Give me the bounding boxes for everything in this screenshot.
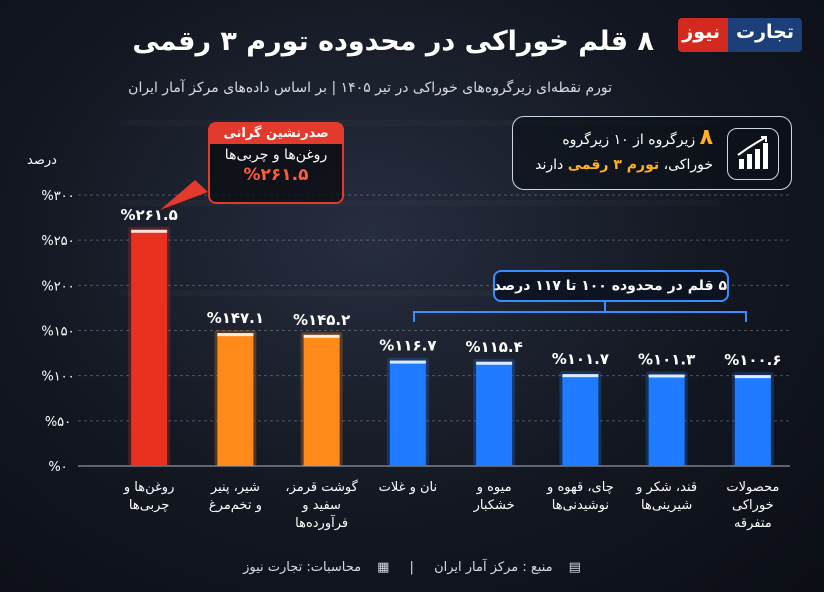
logo-part1: تجارت xyxy=(728,18,802,52)
bar-highlight xyxy=(131,229,168,233)
document-icon: ▤ xyxy=(568,560,581,575)
value-labels: %۲۶۱.۵ %۱۴۷.۱ %۱۴۵.۲ %۱۱۶.۷ %۱۱۵.۴ %۱۰۱.۷ %۱۰۱… xyxy=(120,206,781,369)
page-title: ۸ قلم خوراکی در محدوده تورم ۳ رقمی xyxy=(132,26,654,57)
category-label: خشکبار xyxy=(473,498,515,513)
y-tick-labels: %۰ %۵۰ %۱۰۰ %۱۵۰ %۲۰۰ %۲۵۰ %۳۰۰ xyxy=(41,189,74,475)
bar xyxy=(217,333,254,466)
bar-highlight xyxy=(389,360,426,364)
value-label: %۱۴۵.۲ xyxy=(293,311,350,329)
bar-highlight xyxy=(217,333,254,337)
category-label: چای، قهوه و xyxy=(546,480,614,495)
category-label: نان و غلات xyxy=(379,480,437,495)
top-item-callout: صدرنشین گرانی روغن‌ها و چربی‌ها %۲۶۱.۵ xyxy=(208,122,344,204)
group-bracket xyxy=(413,300,747,322)
footer: ▤ منبع : مرکز آمار ایران | ▦ محاسبات: تجار… xyxy=(0,560,824,575)
bar xyxy=(562,374,599,466)
y-tick-label: %۳۰۰ xyxy=(41,189,74,204)
footer-calc: محاسبات: تجارت نیوز xyxy=(243,560,362,575)
bar-highlight xyxy=(476,361,513,365)
value-label: %۱۰۱.۳ xyxy=(638,350,695,368)
footer-divider: | xyxy=(409,560,414,575)
y-tick-label: %۰ xyxy=(48,460,67,475)
info-line2-post: دارند xyxy=(535,157,564,173)
category-label: فرآورده‌ها xyxy=(295,514,348,531)
category-label: میوه و xyxy=(476,480,512,495)
callout-value: %۲۶۱.۵ xyxy=(243,165,309,185)
bar-highlight xyxy=(303,334,340,338)
growth-chart-icon xyxy=(727,128,779,180)
category-label: شیرینی‌ها xyxy=(641,498,692,513)
info-text: ۸ زیرگروه از ۱۰ زیرگروه خوراکی، تورم ۳ ر… xyxy=(535,125,713,178)
bar xyxy=(131,229,168,466)
bar-highlight xyxy=(648,374,685,378)
y-tick-label: %۲۵۰ xyxy=(41,234,74,249)
callout-subject: روغن‌ها و چربی‌ها xyxy=(224,147,328,163)
category-label: متفرقه xyxy=(734,516,772,531)
bar xyxy=(648,374,685,466)
page-subtitle: تورم نقطه‌ای زیرگروه‌های خوراکی در تیر ۱… xyxy=(128,80,612,96)
bar xyxy=(303,334,340,466)
category-label: محصولات xyxy=(726,480,779,495)
value-label: %۲۶۱.۵ xyxy=(120,206,177,224)
value-label: %۱۱۵.۴ xyxy=(465,338,522,356)
bar xyxy=(476,361,513,466)
category-label: گوشت قرمز، xyxy=(285,479,358,495)
category-label: روغن‌ها و xyxy=(123,480,174,495)
footer-source: منبع : مرکز آمار ایران xyxy=(434,560,553,575)
y-tick-label: %۲۰۰ xyxy=(41,279,74,294)
value-label: %۱۰۰.۶ xyxy=(724,351,781,369)
category-label: نوشیدنی‌ها xyxy=(552,498,609,513)
tejarat-news-logo: تجارت نیوز xyxy=(678,18,802,52)
bar xyxy=(389,360,426,466)
y-tick-label: %۱۵۰ xyxy=(41,325,74,340)
calculator-icon: ▦ xyxy=(377,560,390,575)
info-box: ۸ زیرگروه از ۱۰ زیرگروه خوراکی، تورم ۳ ر… xyxy=(512,116,792,190)
info-line2-pre: خوراکی، xyxy=(663,157,713,173)
category-label: سفید و xyxy=(301,498,341,513)
bar xyxy=(734,375,771,466)
info-line1: زیرگروه از ۱۰ زیرگروه xyxy=(562,132,696,148)
value-label: %۱۰۱.۷ xyxy=(552,350,609,368)
y-axis-label: درصد xyxy=(27,153,57,168)
info-line2-highlight: تورم ۳ رقمی xyxy=(567,157,660,173)
value-label: %۱۴۷.۱ xyxy=(207,309,264,327)
category-label: خوراکی xyxy=(732,498,774,513)
category-labels: روغن‌ها و چربی‌ها شیر، پنیر و تخم‌مرغ گوشت ق… xyxy=(123,479,779,531)
bars xyxy=(128,226,774,466)
bar-highlight xyxy=(734,375,771,379)
bar-highlight xyxy=(562,374,599,378)
y-tick-label: %۵۰ xyxy=(45,415,71,430)
callout-pointer xyxy=(160,180,208,210)
category-label: چربی‌ها xyxy=(129,498,169,513)
y-tick-label: %۱۰۰ xyxy=(41,370,74,385)
group-label: ۵ قلم در محدوده ۱۰۰ تا ۱۱۷ درصد xyxy=(493,270,729,302)
value-label: %۱۱۶.۷ xyxy=(379,337,436,355)
info-number: ۸ xyxy=(699,125,713,150)
logo-part2: نیوز xyxy=(678,18,728,52)
category-label: و تخم‌مرغ xyxy=(209,498,262,513)
category-label: قند، شکر و xyxy=(635,480,697,495)
category-label: شیر، پنیر xyxy=(210,480,260,495)
callout-header: صدرنشین گرانی xyxy=(210,124,342,144)
